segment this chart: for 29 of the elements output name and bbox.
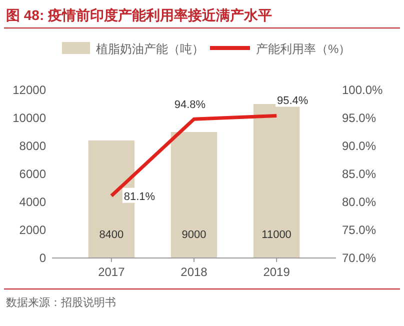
y2-tick-label: 85.0% — [342, 167, 376, 181]
data-label: 94.8% — [174, 99, 206, 112]
y2-tick-label: 95.0% — [342, 111, 376, 125]
y-tick-label: 8000 — [19, 139, 46, 153]
y-tick-label: 4000 — [19, 195, 46, 209]
y-tick-label: 6000 — [19, 167, 46, 181]
legend-label: 产能利用率（%） — [256, 42, 351, 56]
y-tick-label: 0 — [39, 251, 46, 265]
bar — [170, 132, 218, 258]
y2-tick-label: 75.0% — [342, 223, 376, 237]
y2-tick-label: 100.0% — [342, 83, 384, 97]
data-label: 81.1% — [124, 190, 156, 203]
x-tick-label: 2017 — [98, 265, 126, 279]
y-tick-label: 2000 — [19, 223, 46, 237]
x-tick-label: 2018 — [180, 265, 208, 279]
data-label: 11000 — [262, 229, 292, 241]
source-note: 数据来源：招股说明书 — [6, 296, 116, 309]
y2-tick-label: 80.0% — [342, 195, 376, 209]
y2-tick-label: 70.0% — [342, 251, 376, 265]
bar — [253, 104, 300, 258]
data-label: 95.4% — [276, 94, 308, 107]
data-label: 8400 — [99, 229, 124, 241]
x-tick-label: 2019 — [263, 265, 290, 279]
legend-label: 植脂奶油产能（吨） — [96, 42, 204, 56]
y-tick-label: 10000 — [12, 111, 46, 125]
y-tick-label: 12000 — [12, 83, 46, 97]
data-label: 9000 — [182, 229, 206, 241]
chart-title: 图 48: 疫情前印度产能利用率接近满产水平 — [6, 7, 272, 23]
y2-tick-label: 90.0% — [342, 139, 376, 153]
